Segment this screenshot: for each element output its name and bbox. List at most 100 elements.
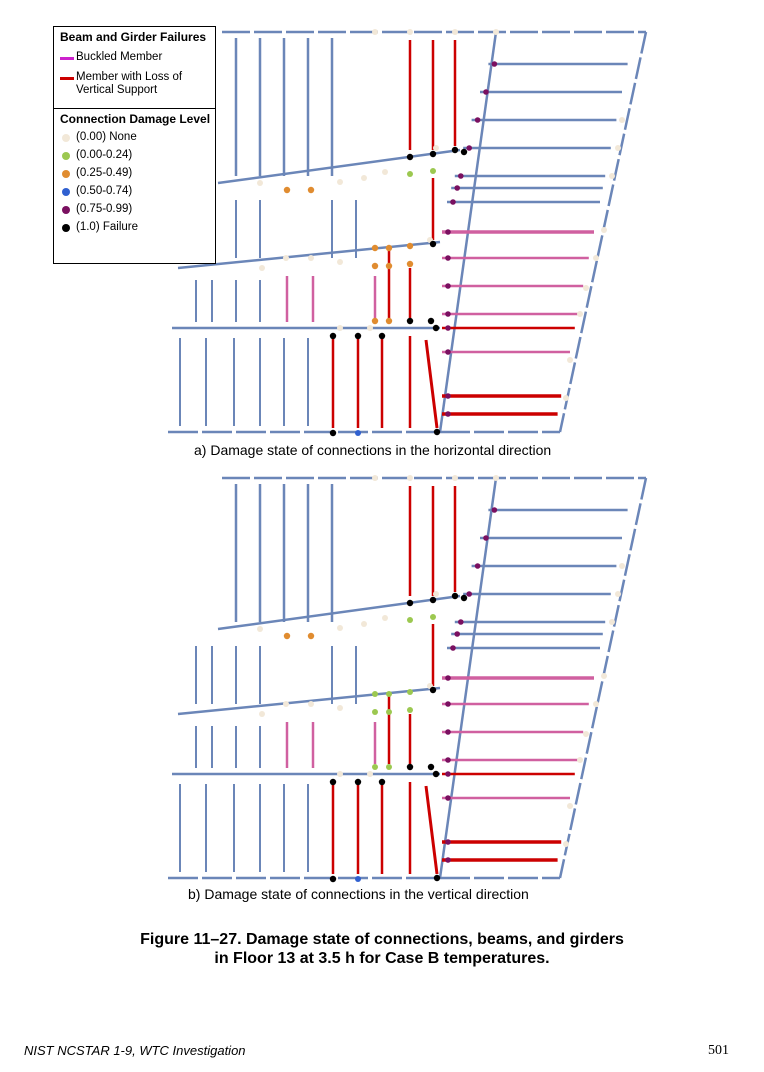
level-swatch — [62, 170, 70, 178]
legend-buckled-row: Buckled Member — [54, 51, 215, 64]
connection-no-damage — [259, 711, 265, 717]
connection-damage-severe — [445, 393, 451, 399]
connection-failure — [329, 778, 337, 786]
footer-report-id: NIST NCSTAR 1-9, WTC Investigation — [24, 1043, 246, 1058]
connection-damage-moderate — [406, 242, 414, 250]
connection-damage-severe — [445, 701, 451, 707]
legend-level-row: (0.50-0.74) — [54, 185, 215, 198]
figure-title: Figure 11–27. Damage state of connection… — [0, 930, 764, 968]
connection-no-damage — [601, 673, 607, 679]
connection-damage-severe — [458, 173, 464, 179]
legend-level-label: (0.50-0.74) — [76, 185, 133, 197]
connection-damage-moderate — [406, 260, 414, 268]
connection-damage-severe — [445, 795, 451, 801]
perimeter-beam-right — [558, 31, 648, 433]
connection-no-damage — [372, 29, 378, 35]
connection-damage-severe — [445, 349, 451, 355]
connection-no-damage — [567, 357, 573, 363]
connection-no-damage — [257, 626, 263, 632]
connection-no-damage — [567, 803, 573, 809]
connection-failure — [406, 153, 414, 161]
connection-failure — [460, 148, 468, 156]
connection-damage-severe — [445, 311, 451, 317]
connection-damage-light — [372, 764, 378, 770]
connection-failure — [451, 592, 459, 600]
connection-no-damage — [615, 145, 621, 151]
legend-buckled-label: Buckled Member — [76, 51, 163, 63]
connection-damage-moderate — [371, 317, 379, 325]
connection-failure — [451, 146, 459, 154]
connection-no-damage — [452, 475, 458, 481]
connection-no-damage — [372, 475, 378, 481]
connection-damage-severe — [445, 857, 451, 863]
connection-damage-severe — [454, 631, 461, 637]
connection-damage-severe — [474, 563, 481, 569]
legend-loss-support-label-2: Vertical Support — [76, 84, 158, 96]
connection-failure — [429, 150, 437, 158]
connection-no-damage — [367, 771, 373, 777]
connection-damage-severe — [491, 61, 498, 67]
connection-damage-severe — [445, 255, 451, 261]
loss-support-member — [424, 785, 439, 875]
page-number: 501 — [708, 1043, 729, 1058]
level-swatch — [62, 134, 70, 142]
connection-damage-moderate — [385, 244, 393, 252]
connection-failure — [429, 240, 437, 248]
connection-damage-severe — [466, 591, 473, 597]
connection-failure — [432, 770, 440, 778]
legend-level-label: (0.75-0.99) — [76, 203, 133, 215]
connection-damage-severe — [483, 89, 489, 95]
legend-connection-damage: Connection Damage Level (0.00) None (0.0… — [53, 108, 216, 264]
legend-level-label: (1.0) Failure — [76, 221, 138, 233]
connection-failure — [406, 599, 414, 607]
connection-damage-moderate — [371, 244, 379, 252]
legend-level-label: (0.25-0.49) — [76, 167, 133, 179]
legend-level-row: (0.00-0.24) — [54, 149, 215, 162]
connection-damage-light — [372, 691, 378, 697]
connection-no-damage — [609, 173, 615, 179]
connection-no-damage — [382, 615, 388, 621]
connection-damage-severe — [445, 411, 451, 417]
legend-level-label: (0.00) None — [76, 131, 137, 143]
connection-no-damage — [337, 179, 343, 185]
girder-upper — [217, 594, 461, 631]
connection-damage-severe — [450, 199, 456, 205]
connection-no-damage — [367, 325, 373, 331]
level-swatch — [62, 152, 70, 160]
connection-damage-severe — [491, 507, 498, 513]
connection-failure — [433, 874, 441, 882]
connection-no-damage — [361, 621, 367, 627]
connection-damage-severe — [445, 283, 451, 289]
level-swatch — [62, 188, 70, 196]
connection-no-damage — [259, 265, 265, 271]
connection-failure — [427, 763, 435, 771]
connection-failure — [329, 332, 337, 340]
connection-no-damage — [609, 619, 615, 625]
connection-failure — [432, 324, 440, 332]
connection-damage-light — [407, 689, 413, 695]
legend-level-row: (0.25-0.49) — [54, 167, 215, 180]
connection-no-damage — [493, 475, 499, 481]
connection-damage-severe — [445, 325, 451, 331]
buckled-swatch — [60, 57, 74, 60]
connection-damage-light — [386, 764, 392, 770]
connection-failure — [354, 778, 362, 786]
connection-no-damage — [337, 625, 343, 631]
connection-damage-severe — [458, 619, 464, 625]
connection-damage-moderate — [371, 262, 379, 270]
connection-failure — [354, 332, 362, 340]
connection-no-damage — [433, 145, 439, 151]
floor-plan-a — [168, 29, 648, 437]
girder-middle — [177, 240, 441, 270]
legend-member-failures: Beam and Girder Failures Buckled Member … — [53, 26, 216, 110]
connection-failure — [433, 428, 441, 436]
connection-no-damage — [577, 757, 583, 763]
figure-title-line2: in Floor 13 at 3.5 h for Case B temperat… — [214, 950, 550, 967]
connection-no-damage — [452, 29, 458, 35]
connection-damage-severe — [474, 117, 481, 123]
legend-loss-support-label-1: Member with Loss of — [76, 71, 183, 83]
legend-level-row: (0.75-0.99) — [54, 203, 215, 216]
perimeter-beam-right — [558, 477, 648, 879]
figure-title-line1: Figure 11–27. Damage state of connection… — [140, 931, 624, 948]
